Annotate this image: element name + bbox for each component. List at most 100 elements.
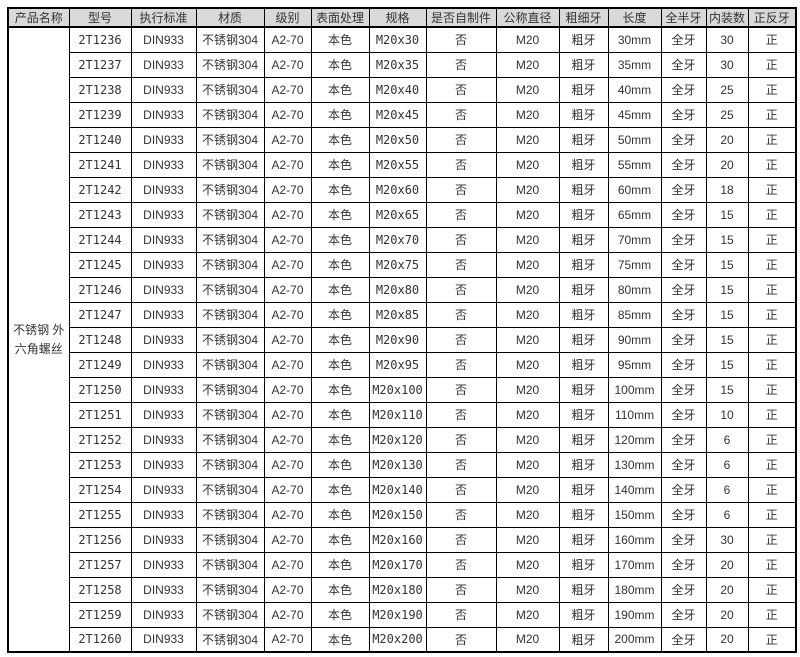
- cell-model: 2T1240: [68, 126, 132, 153]
- cell-finish: 本色: [310, 526, 370, 553]
- cell-thread-length: 全牙: [660, 251, 707, 278]
- cell-direction: 正: [747, 51, 797, 78]
- cell-thread-pitch: 粗牙: [558, 251, 609, 278]
- cell-grade: A2-70: [263, 551, 312, 578]
- cell-diameter: M20: [495, 576, 560, 603]
- cell-diameter: M20: [495, 201, 560, 228]
- cell-diameter: M20: [495, 626, 560, 653]
- cell-self-made: 否: [425, 601, 497, 628]
- cell-model: 2T1259: [68, 601, 132, 628]
- cell-finish: 本色: [310, 176, 370, 203]
- cell-thread-length: 全牙: [660, 101, 707, 128]
- cell-thread-length: 全牙: [660, 276, 707, 303]
- cell-length: 140mm: [607, 476, 662, 503]
- cell-self-made: 否: [425, 501, 497, 528]
- cell-self-made: 否: [425, 26, 497, 53]
- cell-thread-length: 全牙: [660, 301, 707, 328]
- cell-standard: DIN933: [130, 101, 197, 128]
- cell-length: 40mm: [607, 76, 662, 103]
- cell-standard: DIN933: [130, 251, 197, 278]
- cell-model: 2T1251: [68, 401, 132, 428]
- cell-thread-length: 全牙: [660, 51, 707, 78]
- cell-material: 不锈钢304: [195, 601, 265, 628]
- header-product-name: 产品名称: [7, 7, 70, 28]
- cell-thread-pitch: 粗牙: [558, 551, 609, 578]
- cell-model: 2T1249: [68, 351, 132, 378]
- cell-diameter: M20: [495, 176, 560, 203]
- cell-finish: 本色: [310, 376, 370, 403]
- cell-spec: M20x55: [368, 151, 427, 178]
- cell-direction: 正: [747, 226, 797, 253]
- table-row: 2T1251 DIN933 不锈钢304 A2-70 本色 M20x110 否 M20 粗牙 11…: [8, 401, 797, 428]
- header-pack-qty: 内装数: [705, 7, 749, 28]
- cell-spec: M20x170: [368, 551, 427, 578]
- cell-material: 不锈钢304: [195, 51, 265, 78]
- product-spec-table: 产品名称 型号 执行标准 材质 级别 表面处理 规格 是否自制件 公称直径 粗细…: [7, 7, 797, 653]
- table-header: 产品名称 型号 执行标准 材质 级别 表面处理 规格 是否自制件 公称直径 粗细…: [7, 7, 797, 28]
- cell-diameter: M20: [495, 376, 560, 403]
- cell-direction: 正: [747, 26, 797, 53]
- cell-direction: 正: [747, 251, 797, 278]
- cell-direction: 正: [747, 576, 797, 603]
- cell-spec: M20x140: [368, 476, 427, 503]
- cell-diameter: M20: [495, 76, 560, 103]
- cell-direction: 正: [747, 376, 797, 403]
- cell-spec: M20x95: [368, 351, 427, 378]
- cell-diameter: M20: [495, 351, 560, 378]
- table-row: 2T1240 DIN933 不锈钢304 A2-70 本色 M20x50 否 M20 粗牙 50m…: [8, 126, 797, 153]
- cell-standard: DIN933: [130, 376, 197, 403]
- table-row: 2T1259 DIN933 不锈钢304 A2-70 本色 M20x190 否 M20 粗牙 19…: [8, 601, 797, 628]
- cell-model: 2T1255: [68, 501, 132, 528]
- cell-material: 不锈钢304: [195, 376, 265, 403]
- cell-standard: DIN933: [130, 451, 197, 478]
- header-length: 长度: [607, 7, 662, 28]
- cell-self-made: 否: [425, 51, 497, 78]
- cell-grade: A2-70: [263, 201, 312, 228]
- cell-diameter: M20: [495, 551, 560, 578]
- cell-thread-length: 全牙: [660, 526, 707, 553]
- header-material: 材质: [195, 7, 265, 28]
- cell-material: 不锈钢304: [195, 551, 265, 578]
- cell-self-made: 否: [425, 476, 497, 503]
- cell-standard: DIN933: [130, 201, 197, 228]
- cell-material: 不锈钢304: [195, 476, 265, 503]
- cell-thread-length: 全牙: [660, 626, 707, 653]
- cell-self-made: 否: [425, 301, 497, 328]
- cell-length: 80mm: [607, 276, 662, 303]
- cell-standard: DIN933: [130, 176, 197, 203]
- cell-length: 50mm: [607, 126, 662, 153]
- cell-grade: A2-70: [263, 601, 312, 628]
- cell-standard: DIN933: [130, 576, 197, 603]
- cell-model: 2T1258: [68, 576, 132, 603]
- table-row: 2T1257 DIN933 不锈钢304 A2-70 本色 M20x170 否 M20 粗牙 17…: [8, 551, 797, 578]
- cell-length: 55mm: [607, 151, 662, 178]
- cell-pack-qty: 15: [705, 351, 749, 378]
- cell-spec: M20x50: [368, 126, 427, 153]
- cell-length: 170mm: [607, 551, 662, 578]
- cell-standard: DIN933: [130, 76, 197, 103]
- cell-standard: DIN933: [130, 401, 197, 428]
- cell-grade: A2-70: [263, 301, 312, 328]
- cell-length: 90mm: [607, 326, 662, 353]
- cell-direction: 正: [747, 201, 797, 228]
- cell-model: 2T1257: [68, 551, 132, 578]
- cell-length: 120mm: [607, 426, 662, 453]
- cell-model: 2T1243: [68, 201, 132, 228]
- cell-diameter: M20: [495, 126, 560, 153]
- cell-material: 不锈钢304: [195, 76, 265, 103]
- cell-spec: M20x160: [368, 526, 427, 553]
- cell-thread-pitch: 粗牙: [558, 26, 609, 53]
- header-diameter: 公称直径: [495, 7, 560, 28]
- cell-model: 2T1254: [68, 476, 132, 503]
- cell-finish: 本色: [310, 576, 370, 603]
- header-self-made: 是否自制件: [425, 7, 497, 28]
- cell-material: 不锈钢304: [195, 426, 265, 453]
- cell-standard: DIN933: [130, 476, 197, 503]
- table-row: 2T1237 DIN933 不锈钢304 A2-70 本色 M20x35 否 M20 粗牙 35m…: [8, 51, 797, 78]
- cell-self-made: 否: [425, 126, 497, 153]
- cell-length: 35mm: [607, 51, 662, 78]
- cell-spec: M20x75: [368, 251, 427, 278]
- cell-diameter: M20: [495, 276, 560, 303]
- cell-pack-qty: 15: [705, 376, 749, 403]
- cell-thread-pitch: 粗牙: [558, 176, 609, 203]
